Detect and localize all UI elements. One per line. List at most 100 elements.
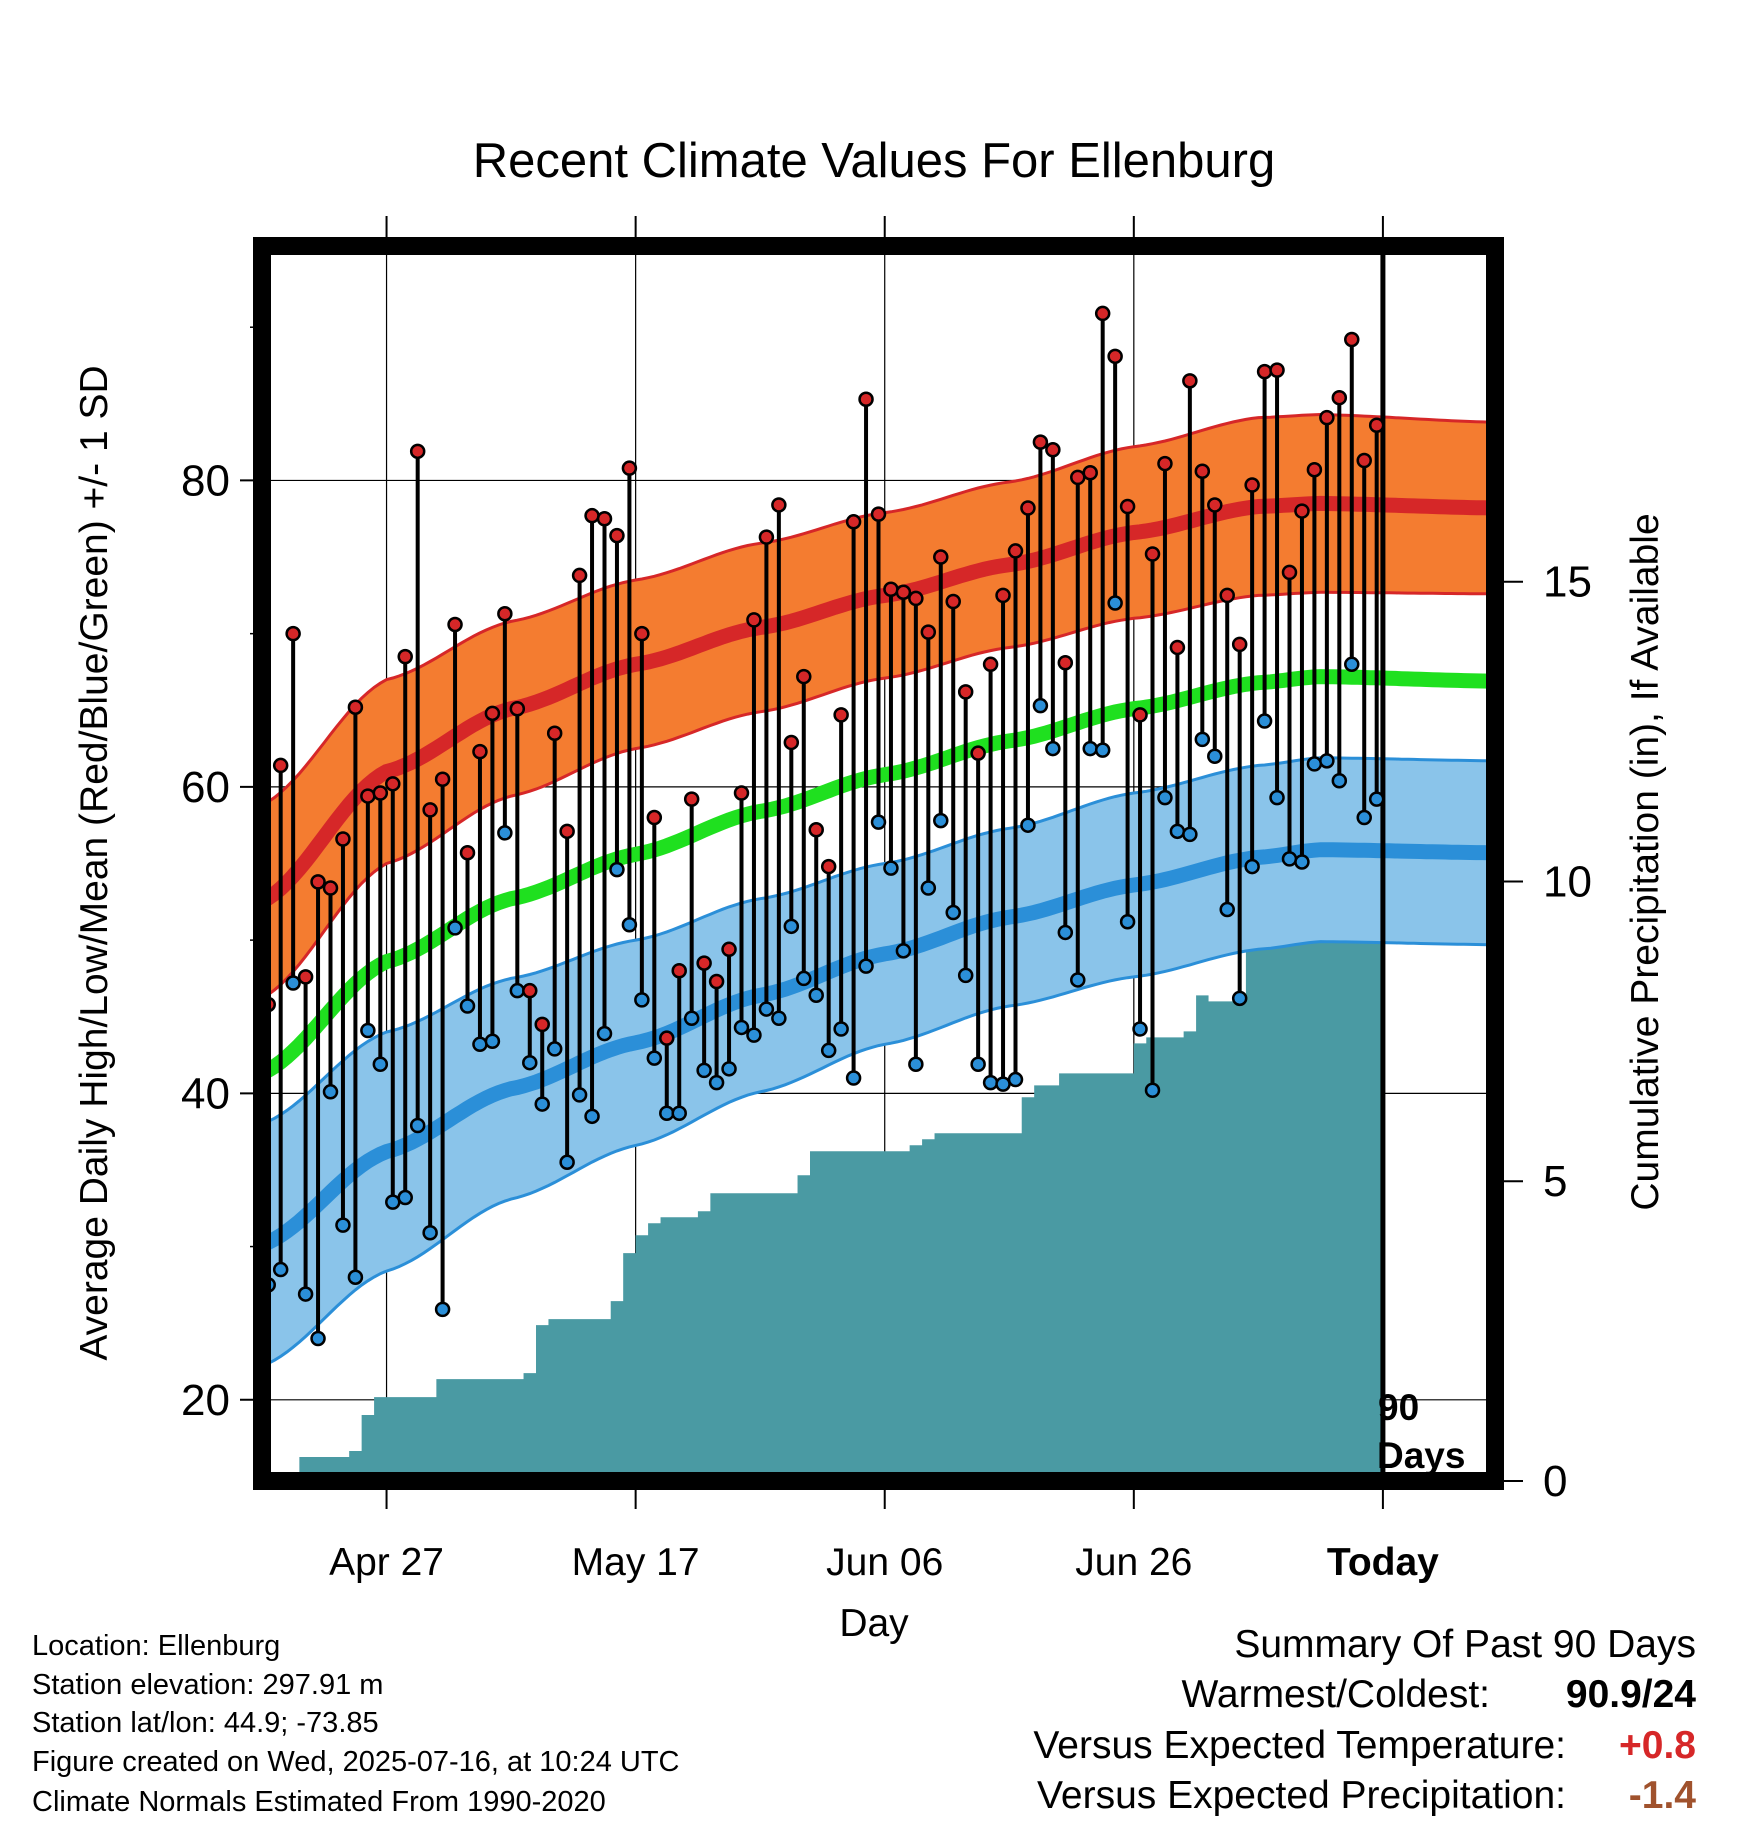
daily-low-point (945, 904, 961, 921)
y-tick-label: 80 (181, 456, 230, 505)
daily-high-point (708, 973, 725, 990)
daily-high-point (297, 969, 314, 985)
daily-high-point (1157, 455, 1173, 472)
daily-high-point (957, 684, 974, 700)
y-tick-label: 20 (181, 1376, 230, 1425)
daily-low-point (646, 1050, 663, 1066)
daily-high-point (1356, 452, 1372, 469)
daily-high-point (1182, 373, 1198, 389)
daily-low-point (808, 987, 824, 1004)
daily-high-point (982, 656, 999, 673)
daily-low-point (1219, 901, 1235, 918)
daily-high-point (621, 460, 638, 476)
daily-low-point (1020, 817, 1036, 833)
daily-low-point (1356, 809, 1372, 826)
daily-high-point (397, 648, 413, 665)
daily-low-point (908, 1056, 924, 1072)
daily-low-point (459, 998, 476, 1014)
daily-low-point (621, 917, 638, 933)
daily-high-point (1119, 498, 1136, 515)
daily-low-point (559, 1154, 575, 1171)
daily-low-point (858, 958, 874, 974)
daily-high-point (796, 668, 812, 685)
daily-low-point (434, 1301, 451, 1318)
y2-tick-label: 0 (1543, 1457, 1567, 1506)
daily-low-point (733, 1019, 750, 1036)
warmest-coldest-label: Warmest/Coldest: (1181, 1673, 1490, 1716)
daily-high-point (646, 809, 663, 826)
daily-high-point (335, 831, 351, 847)
daily-low-point (571, 1087, 588, 1103)
location-text: Location: Ellenburg (32, 1630, 281, 1662)
daily-low-point (659, 1105, 675, 1122)
daily-high-point (1107, 348, 1123, 365)
daily-high-point (1094, 305, 1111, 322)
daily-high-point (1331, 389, 1348, 406)
daily-low-point (1132, 1021, 1148, 1037)
daily-high-point (671, 963, 687, 979)
daily-high-point (945, 593, 961, 610)
daily-low-point (1007, 1071, 1024, 1088)
daily-high-point (347, 699, 364, 715)
daily-low-point (422, 1225, 438, 1241)
daily-high-point (833, 707, 849, 723)
daily-high-point (1082, 465, 1098, 481)
daily-low-point (522, 1054, 538, 1071)
daily-high-point (385, 776, 401, 792)
daily-high-point (721, 941, 737, 958)
daily-high-point (559, 823, 575, 840)
daily-high-point (509, 700, 526, 717)
daily-high-point (285, 625, 301, 642)
daily-high-point (497, 605, 513, 622)
today-days-label-top: 90 (1378, 1387, 1419, 1428)
plot-frame (253, 237, 1504, 1490)
warmest-coldest-value: 90.9/24 (1565, 1673, 1696, 1716)
daily-high-point (1032, 434, 1049, 450)
daily-low-point (1094, 742, 1111, 758)
daily-low-point (1306, 756, 1323, 772)
daily-high-point (1344, 331, 1360, 348)
daily-high-point (696, 955, 712, 971)
x-axis-label: Day (839, 1602, 909, 1645)
normal-low-lower-edge (262, 940, 1495, 1368)
daily-low-point (1157, 789, 1173, 806)
daily-low-point (833, 1021, 849, 1037)
daily-high-point (1319, 409, 1335, 426)
daily-high-point (1231, 636, 1248, 653)
precipitation-departure-value: -1.4 (1628, 1774, 1696, 1817)
daily-high-point (522, 982, 538, 999)
daily-high-point (845, 514, 862, 530)
daily-high-point (422, 802, 438, 818)
daily-low-point (845, 1070, 862, 1086)
daily-high-point (970, 745, 986, 761)
daily-low-point (1057, 924, 1074, 941)
figure-created-text: Figure created on Wed, 2025-07-16, at 10… (32, 1746, 680, 1778)
y2-tick-label: 15 (1543, 558, 1592, 607)
daily-low-point (1231, 990, 1248, 1007)
daily-low-point (534, 1096, 550, 1112)
daily-low-point (895, 943, 912, 959)
daily-low-point (634, 992, 650, 1008)
daily-high-point (1070, 469, 1086, 486)
daily-low-point (696, 1062, 712, 1079)
daily-low-point (771, 1010, 787, 1027)
daily-low-point (1331, 773, 1348, 789)
daily-low-point (870, 814, 887, 830)
climate-normals-text: Climate Normals Estimated From 1990-2020 (32, 1786, 606, 1818)
daily-low-point (310, 1330, 326, 1347)
daily-low-point (1182, 826, 1198, 843)
daily-low-point (995, 1076, 1011, 1092)
normal-low-band (262, 757, 1495, 1367)
daily-high-point (733, 785, 750, 801)
daily-high-point (360, 788, 376, 804)
daily-low-point (1144, 1082, 1161, 1099)
daily-high-point (995, 587, 1011, 604)
daily-high-point (1057, 655, 1074, 671)
daily-high-point (372, 785, 389, 801)
precipitation-departure-label: Versus Expected Precipitation: (1037, 1774, 1566, 1817)
today-days-label-bottom: Days (1377, 1435, 1465, 1476)
daily-high-point (858, 391, 874, 407)
daily-low-point (409, 1117, 426, 1134)
daily-high-point (1294, 503, 1310, 519)
normal-high-band (262, 414, 1495, 999)
